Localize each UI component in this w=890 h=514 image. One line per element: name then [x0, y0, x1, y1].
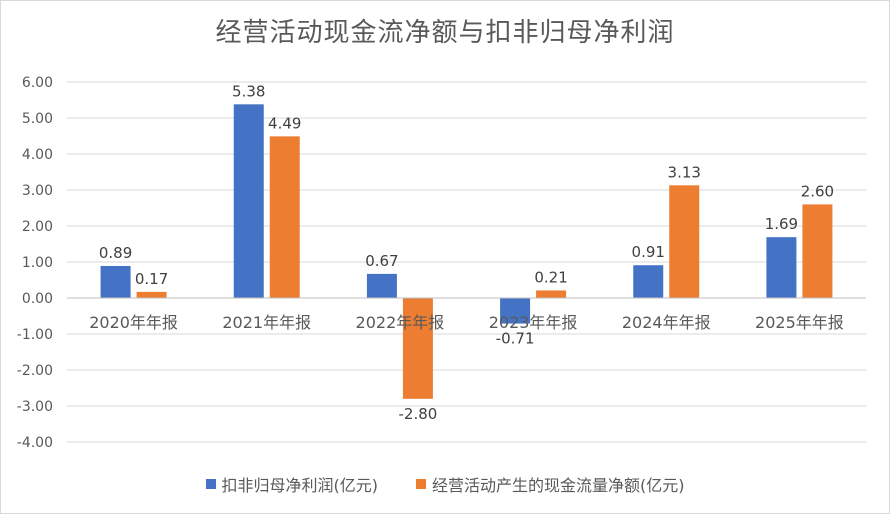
legend-item-series-2: 经营活动产生的现金流量净额(亿元)	[416, 472, 685, 496]
y-tick-label: 0.00	[22, 291, 53, 307]
y-tick-label: 5.00	[22, 111, 53, 127]
y-tick-label: 6.00	[22, 75, 53, 91]
y-tick-label: -4.00	[17, 435, 53, 451]
y-tick-label: -3.00	[17, 399, 53, 415]
data-label: 3.13	[668, 163, 701, 181]
bar-net-profit	[766, 237, 797, 298]
y-tick-label: -2.00	[17, 363, 53, 379]
chart-legend: 扣非归母净利润(亿元) 经营活动产生的现金流量净额(亿元)	[0, 472, 890, 496]
x-tick-label: 2024年年报	[622, 313, 711, 332]
legend-label-series-1: 扣非归母净利润(亿元)	[221, 476, 379, 495]
data-label: -2.80	[399, 405, 438, 423]
bar-net-profit	[366, 273, 397, 298]
legend-swatch-blue	[205, 479, 216, 489]
chart-title: 经营活动现金流净额与扣非归母净利润	[215, 18, 675, 48]
data-label: 2.60	[801, 182, 834, 200]
data-label: 5.38	[232, 82, 265, 100]
data-label: 0.17	[135, 270, 168, 288]
bar-net-profit	[100, 265, 131, 298]
x-tick-label: 2022年年报	[356, 313, 445, 332]
data-label: -0.71	[496, 330, 535, 348]
bar-net-profit	[233, 104, 264, 298]
y-tick-label: 3.00	[22, 183, 53, 199]
bar-cash-flow	[269, 136, 300, 298]
legend-label-series-2: 经营活动产生的现金流量净额(亿元)	[432, 476, 685, 495]
data-label: 0.67	[365, 252, 398, 270]
y-tick-label: -1.00	[17, 327, 53, 343]
bar-cash-flow	[402, 298, 433, 399]
bar-net-profit	[500, 298, 531, 324]
x-tick-label: 2020年年报	[89, 313, 178, 332]
y-tick-label: 2.00	[22, 219, 53, 235]
data-label: 0.21	[534, 268, 567, 286]
data-label: 4.49	[268, 114, 301, 132]
bar-cash-flow	[536, 290, 567, 298]
y-tick-label: 1.00	[22, 255, 53, 271]
data-label: 1.69	[765, 215, 798, 233]
legend-item-series-1: 扣非归母净利润(亿元)	[205, 472, 379, 496]
data-label: 0.91	[632, 243, 665, 261]
x-tick-label: 2023年年报	[489, 313, 578, 332]
legend-swatch-orange	[416, 479, 426, 489]
x-tick-label: 2025年年报	[755, 313, 844, 332]
bar-net-profit	[633, 265, 664, 298]
bar-cash-flow	[669, 185, 700, 298]
bar-cash-flow	[136, 291, 167, 298]
y-tick-label: 4.00	[22, 147, 53, 163]
bar-cash-flow	[802, 204, 833, 298]
x-tick-label: 2021年年报	[222, 313, 311, 332]
data-label: 0.89	[99, 244, 132, 262]
